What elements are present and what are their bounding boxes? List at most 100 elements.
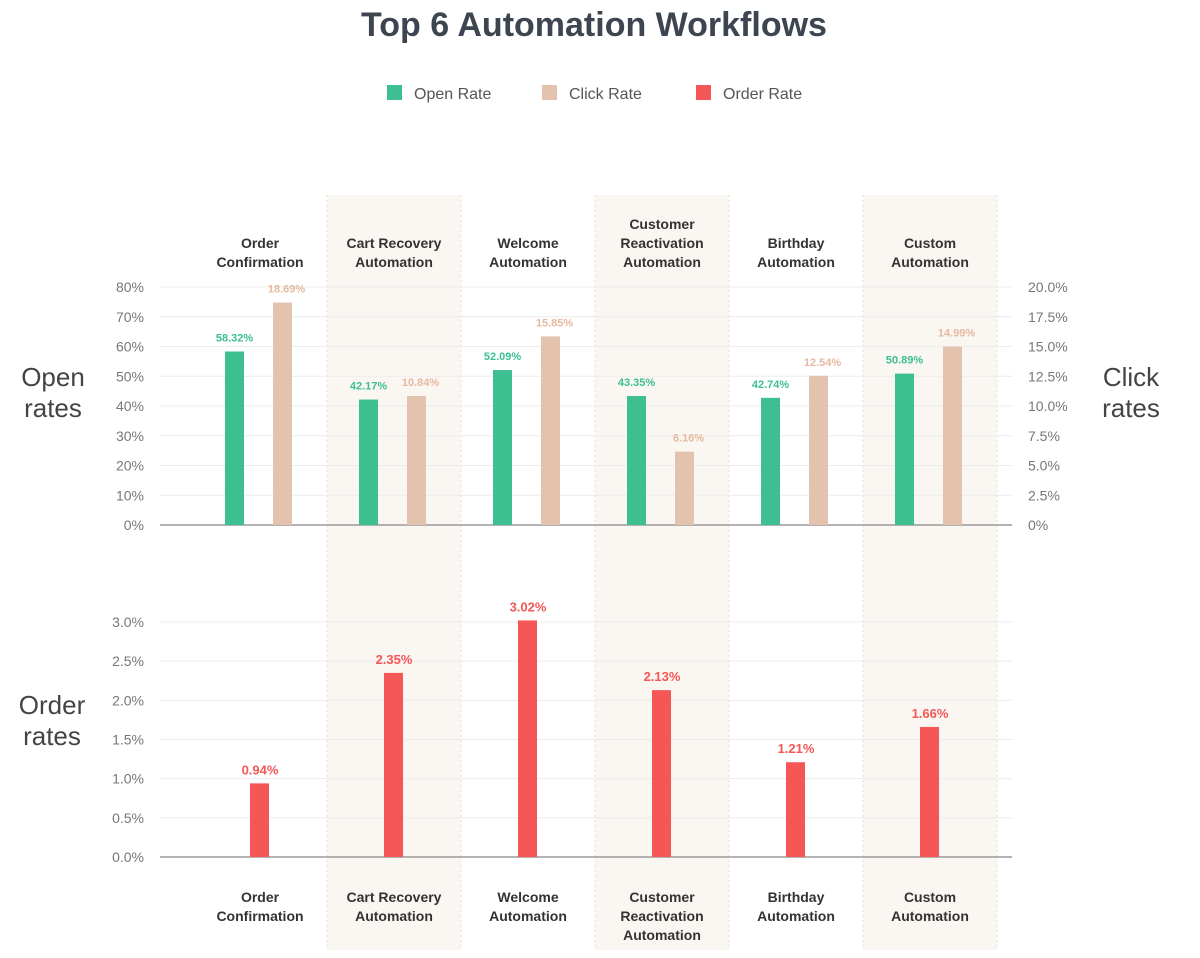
y-tick-right: 15.0% bbox=[1028, 339, 1068, 355]
category-label: Customer bbox=[629, 216, 695, 232]
category-label: Birthday bbox=[768, 889, 825, 905]
category-label: Automation bbox=[355, 254, 433, 270]
order-rate-bar bbox=[518, 620, 537, 857]
click-rate-bar bbox=[675, 451, 694, 525]
legend-swatch bbox=[696, 85, 711, 100]
legend-label: Click Rate bbox=[569, 86, 642, 103]
category-label: Order bbox=[241, 235, 280, 251]
y-tick-left: 80% bbox=[116, 279, 144, 295]
click-rate-label: 18.69% bbox=[268, 284, 306, 296]
y-axis-title: Order bbox=[19, 690, 86, 720]
category-label: Order bbox=[241, 889, 280, 905]
order-rate-bar bbox=[652, 690, 671, 857]
y-tick: 0.0% bbox=[112, 849, 144, 865]
legend-swatch bbox=[542, 85, 557, 100]
y-axis-title-left: Open bbox=[21, 362, 85, 392]
click-rate-label: 12.54% bbox=[804, 357, 842, 369]
y-tick-right: 7.5% bbox=[1028, 428, 1060, 444]
y-tick-left: 50% bbox=[116, 368, 144, 384]
order-rate-label: 1.21% bbox=[778, 741, 815, 756]
y-tick-right: 5.0% bbox=[1028, 458, 1060, 474]
open-click-rate-chart: Order Confirmation Cart Recovery Automation… bbox=[21, 216, 1160, 533]
y-tick-right: 12.5% bbox=[1028, 368, 1068, 384]
order-rate-bar bbox=[786, 762, 805, 857]
click-rate-label: 15.85% bbox=[536, 317, 574, 329]
y-axis-title-right: rates bbox=[1102, 393, 1160, 423]
open-rate-bar bbox=[627, 396, 646, 525]
category-label: Custom bbox=[904, 235, 956, 251]
category-label: Automation bbox=[891, 908, 969, 924]
category-label: Automation bbox=[757, 908, 835, 924]
click-rate-label: 6.16% bbox=[673, 433, 704, 445]
category-label: Welcome bbox=[497, 235, 558, 251]
category-label: Automation bbox=[623, 254, 701, 270]
click-rate-bar bbox=[541, 336, 560, 525]
category-label: Automation bbox=[355, 908, 433, 924]
legend-label: Open Rate bbox=[414, 86, 491, 103]
click-rate-bar bbox=[809, 375, 828, 525]
y-tick: 2.5% bbox=[112, 653, 144, 669]
click-rate-label: 14.99% bbox=[938, 328, 976, 340]
category-label: Birthday bbox=[768, 235, 825, 251]
open-rate-label: 50.89% bbox=[886, 355, 924, 367]
y-tick: 3.0% bbox=[112, 614, 144, 630]
open-rate-bar bbox=[359, 399, 378, 525]
order-rate-label: 2.13% bbox=[644, 669, 681, 684]
open-rate-bar bbox=[761, 397, 780, 525]
y-tick-left: 0% bbox=[124, 517, 144, 533]
click-rate-bar bbox=[943, 346, 962, 525]
y-tick: 2.0% bbox=[112, 692, 144, 708]
y-axis-title-right: Click bbox=[1103, 362, 1160, 392]
click-rate-bar bbox=[407, 396, 426, 525]
open-rate-bar bbox=[493, 370, 512, 525]
open-rate-label: 43.35% bbox=[618, 377, 656, 389]
legend: Open Rate Click Rate Order Rate bbox=[387, 85, 802, 103]
click-rate-label: 10.84% bbox=[402, 377, 440, 389]
y-tick-left: 40% bbox=[116, 398, 144, 414]
category-label: Customer bbox=[629, 889, 695, 905]
open-rate-bar bbox=[895, 373, 914, 525]
gridlines bbox=[160, 286, 1012, 819]
y-tick-left: 30% bbox=[116, 428, 144, 444]
category-label: Automation bbox=[623, 927, 701, 943]
open-rate-label: 52.09% bbox=[484, 351, 522, 363]
order-rate-label: 1.66% bbox=[912, 706, 949, 721]
category-label: Confirmation bbox=[216, 908, 303, 924]
y-tick: 0.5% bbox=[112, 810, 144, 826]
y-tick-right: 10.0% bbox=[1028, 398, 1068, 414]
legend-swatch bbox=[387, 85, 402, 100]
y-tick: 1.5% bbox=[112, 732, 144, 748]
category-bands bbox=[326, 195, 998, 950]
y-tick-left: 10% bbox=[116, 487, 144, 503]
order-rate-label: 0.94% bbox=[242, 762, 279, 777]
category-label: Automation bbox=[489, 908, 567, 924]
y-tick: 1.0% bbox=[112, 771, 144, 787]
y-tick-right: 17.5% bbox=[1028, 309, 1068, 325]
order-rate-bar bbox=[384, 672, 403, 857]
order-rate-bar bbox=[250, 783, 269, 857]
order-rate-label: 3.02% bbox=[510, 599, 547, 614]
category-label: Cart Recovery bbox=[347, 889, 442, 905]
category-label: Automation bbox=[489, 254, 567, 270]
category-label: Custom bbox=[904, 889, 956, 905]
category-label: Welcome bbox=[497, 889, 558, 905]
y-tick-right: 0% bbox=[1028, 517, 1048, 533]
y-tick-left: 70% bbox=[116, 309, 144, 325]
y-axis-title-left: rates bbox=[24, 393, 82, 423]
click-rate-bar bbox=[273, 302, 292, 525]
y-tick-right: 2.5% bbox=[1028, 487, 1060, 503]
y-tick-right: 20.0% bbox=[1028, 279, 1068, 295]
legend-label: Order Rate bbox=[723, 86, 802, 103]
y-tick-left: 20% bbox=[116, 458, 144, 474]
open-rate-label: 42.74% bbox=[752, 379, 790, 391]
category-label: Automation bbox=[891, 254, 969, 270]
open-rate-bar bbox=[225, 351, 244, 525]
order-rate-label: 2.35% bbox=[376, 652, 413, 667]
category-label: Reactivation bbox=[620, 235, 703, 251]
category-label: Confirmation bbox=[216, 254, 303, 270]
y-tick-left: 60% bbox=[116, 339, 144, 355]
category-label: Reactivation bbox=[620, 908, 703, 924]
category-label: Automation bbox=[757, 254, 835, 270]
chart-title: Top 6 Automation Workflows bbox=[361, 6, 827, 44]
